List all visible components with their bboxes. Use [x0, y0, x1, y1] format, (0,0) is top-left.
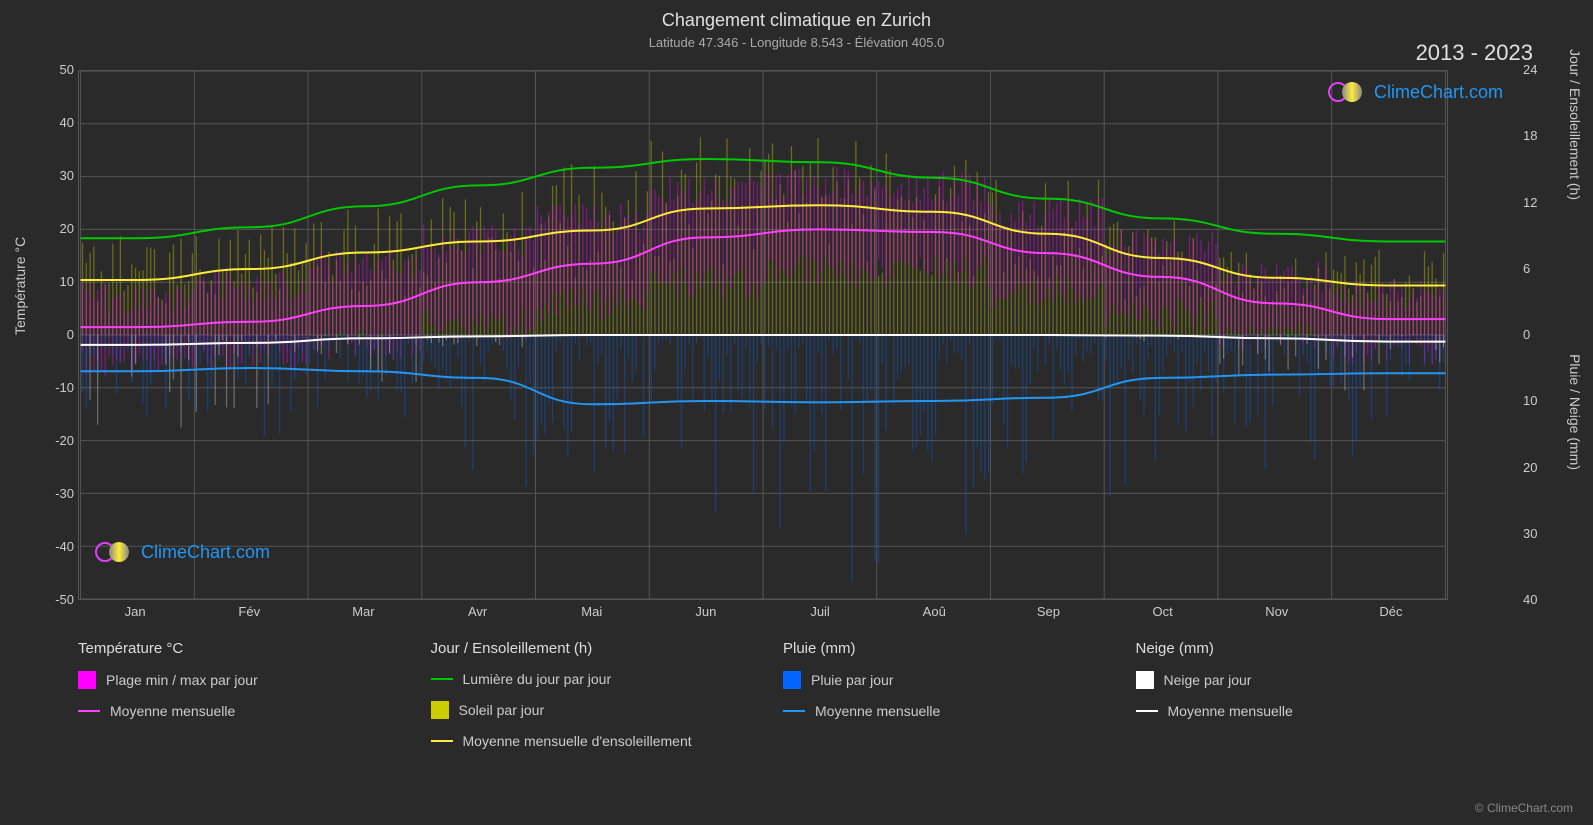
right-tick-top: 18: [1523, 128, 1553, 143]
chart-subtitle: Latitude 47.346 - Longitude 8.543 - Élév…: [0, 31, 1593, 50]
left-tick: -20: [40, 433, 74, 448]
right-tick-bottom: 10: [1523, 393, 1553, 408]
legend-col-2: Jour / Ensoleillement (h) Lumière du jour…: [431, 640, 744, 749]
left-tick: 50: [40, 62, 74, 77]
legend-item: Soleil par jour: [431, 701, 744, 719]
legend-item: Neige par jour: [1136, 671, 1449, 689]
legend-swatch: [1136, 710, 1158, 712]
month-tick: Oct: [1133, 604, 1193, 619]
legend-swatch: [431, 678, 453, 680]
left-axis-label: Température °C: [12, 237, 28, 335]
month-tick: Mar: [333, 604, 393, 619]
left-tick: 20: [40, 221, 74, 236]
legend-label: Pluie par jour: [811, 672, 894, 688]
left-tick: 0: [40, 327, 74, 342]
right-tick-bottom: 20: [1523, 460, 1553, 475]
legend-col-1: Température °C Plage min / max par jour Mo…: [78, 640, 391, 749]
month-tick: Juil: [790, 604, 850, 619]
left-tick: 40: [40, 115, 74, 130]
left-tick: -10: [40, 380, 74, 395]
legend-header: Jour / Ensoleillement (h): [431, 640, 744, 657]
month-tick: Jun: [676, 604, 736, 619]
left-tick: -50: [40, 592, 74, 607]
legend-swatch: [1136, 671, 1154, 689]
legend-label: Plage min / max par jour: [106, 672, 258, 688]
legend-swatch: [78, 710, 100, 712]
chart-plot-area: [78, 70, 1448, 600]
month-tick: Fév: [219, 604, 279, 619]
legend-label: Neige par jour: [1164, 672, 1252, 688]
legend-item: Moyenne mensuelle: [78, 703, 391, 719]
month-tick: Avr: [448, 604, 508, 619]
right-tick-bottom: 30: [1523, 526, 1553, 541]
logo-bottom: ClimeChart.com: [95, 540, 270, 564]
legend-col-4: Neige (mm) Neige par jour Moyenne mensuell…: [1136, 640, 1449, 749]
right-axis-top-label: Jour / Ensoleillement (h): [1567, 49, 1583, 200]
logo-icon: [1328, 80, 1368, 104]
logo-top: ClimeChart.com: [1328, 80, 1503, 104]
logo-icon: [95, 540, 135, 564]
right-tick-bottom: 40: [1523, 592, 1553, 607]
left-tick: -30: [40, 486, 74, 501]
legend-item: Pluie par jour: [783, 671, 1096, 689]
month-tick: Jan: [105, 604, 165, 619]
month-tick: Mai: [562, 604, 622, 619]
right-tick-top: 24: [1523, 62, 1553, 77]
legend-label: Moyenne mensuelle: [110, 703, 235, 719]
left-tick: 30: [40, 168, 74, 183]
chart-title: Changement climatique en Zurich: [0, 0, 1593, 31]
legend-swatch: [783, 710, 805, 712]
legend-item: Moyenne mensuelle d'ensoleillement: [431, 733, 744, 749]
left-tick: 10: [40, 274, 74, 289]
legend-header: Température °C: [78, 640, 391, 657]
legend-item: Moyenne mensuelle: [1136, 703, 1449, 719]
chart-svg: [79, 71, 1447, 599]
right-tick-top: 12: [1523, 195, 1553, 210]
legend-col-3: Pluie (mm) Pluie par jour Moyenne mensuell…: [783, 640, 1096, 749]
legend-label: Soleil par jour: [459, 702, 545, 718]
legend-header: Pluie (mm): [783, 640, 1096, 657]
legend: Température °C Plage min / max par jour Mo…: [78, 640, 1448, 749]
legend-swatch: [431, 740, 453, 742]
legend-item: Lumière du jour par jour: [431, 671, 744, 687]
legend-item: Moyenne mensuelle: [783, 703, 1096, 719]
month-tick: Nov: [1247, 604, 1307, 619]
legend-label: Moyenne mensuelle: [1168, 703, 1293, 719]
year-range: 2013 - 2023: [1416, 40, 1533, 66]
month-tick: Aoû: [904, 604, 964, 619]
copyright: © ClimeChart.com: [1475, 801, 1573, 815]
logo-text: ClimeChart.com: [1374, 82, 1503, 103]
right-tick-top: 0: [1523, 327, 1553, 342]
legend-header: Neige (mm): [1136, 640, 1449, 657]
month-tick: Sep: [1018, 604, 1078, 619]
left-tick: -40: [40, 539, 74, 554]
legend-swatch: [431, 701, 449, 719]
legend-swatch: [783, 671, 801, 689]
right-axis-bottom-label: Pluie / Neige (mm): [1567, 354, 1583, 470]
legend-label: Lumière du jour par jour: [463, 671, 612, 687]
month-tick: Déc: [1361, 604, 1421, 619]
logo-text: ClimeChart.com: [141, 542, 270, 563]
legend-label: Moyenne mensuelle d'ensoleillement: [463, 733, 692, 749]
legend-item: Plage min / max par jour: [78, 671, 391, 689]
legend-swatch: [78, 671, 96, 689]
right-tick-top: 6: [1523, 261, 1553, 276]
legend-label: Moyenne mensuelle: [815, 703, 940, 719]
